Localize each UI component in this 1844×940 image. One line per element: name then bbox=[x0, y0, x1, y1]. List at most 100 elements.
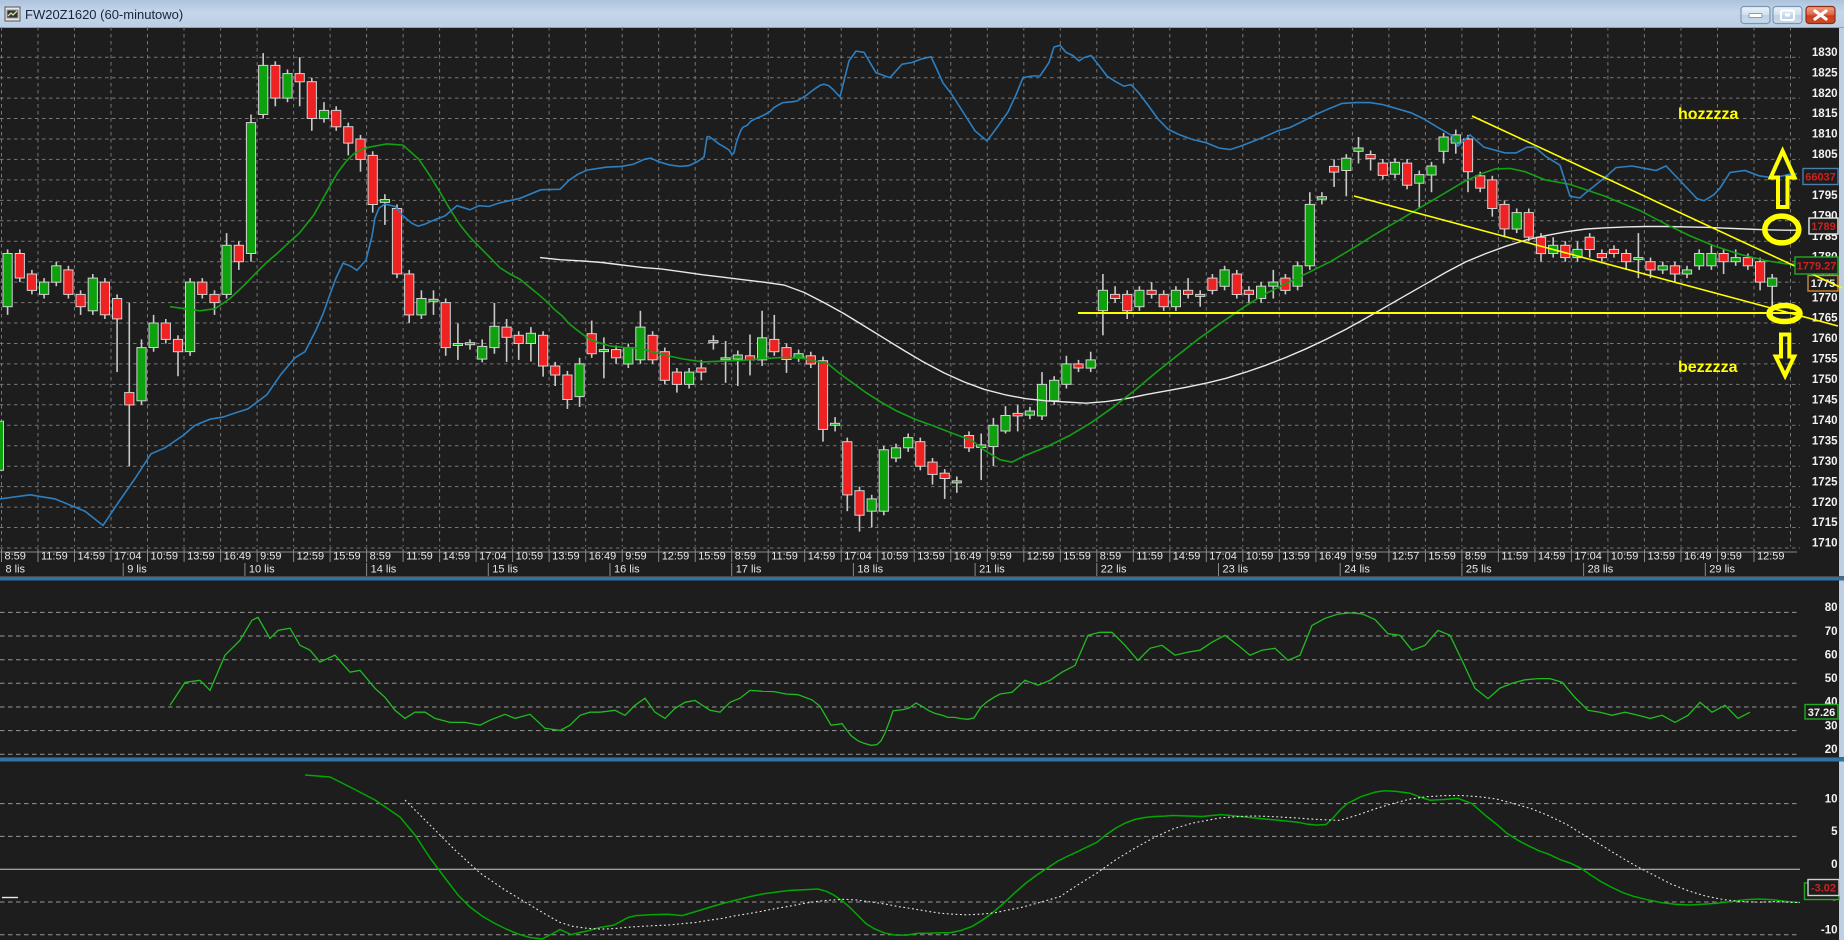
svg-text:18 lis: 18 lis bbox=[857, 564, 883, 576]
svg-text:11:59: 11:59 bbox=[1136, 551, 1163, 563]
svg-text:11:59: 11:59 bbox=[771, 551, 798, 563]
svg-text:1755: 1755 bbox=[1812, 354, 1838, 366]
svg-text:1735: 1735 bbox=[1812, 435, 1838, 447]
svg-text:8:59: 8:59 bbox=[1100, 551, 1121, 563]
svg-text:1795: 1795 bbox=[1812, 190, 1838, 202]
svg-text:28 lis: 28 lis bbox=[1588, 564, 1614, 576]
svg-text:66037: 66037 bbox=[1805, 172, 1836, 184]
svg-text:13:59: 13:59 bbox=[917, 551, 945, 563]
svg-text:1820: 1820 bbox=[1812, 88, 1838, 100]
svg-text:1740: 1740 bbox=[1812, 415, 1838, 427]
svg-text:29 lis: 29 lis bbox=[1709, 564, 1735, 576]
svg-text:12:59: 12:59 bbox=[1757, 551, 1785, 563]
svg-text:1779.27: 1779.27 bbox=[1797, 261, 1837, 273]
svg-text:22 lis: 22 lis bbox=[1101, 564, 1127, 576]
svg-text:10 lis: 10 lis bbox=[249, 564, 275, 576]
svg-text:16:49: 16:49 bbox=[1319, 551, 1347, 563]
svg-text:9:59: 9:59 bbox=[625, 551, 646, 563]
svg-text:12:59: 12:59 bbox=[297, 551, 325, 563]
svg-text:-3.02: -3.02 bbox=[1811, 883, 1836, 895]
svg-text:hozzzza: hozzzza bbox=[1678, 106, 1739, 123]
svg-text:FW20Z1620 (60-minutowo): FW20Z1620 (60-minutowo) bbox=[25, 7, 183, 22]
svg-text:60: 60 bbox=[1825, 649, 1838, 661]
svg-text:8:59: 8:59 bbox=[735, 551, 756, 563]
svg-text:11:59: 11:59 bbox=[406, 551, 433, 563]
svg-text:16 lis: 16 lis bbox=[614, 564, 640, 576]
svg-text:17:04: 17:04 bbox=[479, 551, 507, 563]
svg-text:13:59: 13:59 bbox=[187, 551, 215, 563]
svg-text:bezzzza: bezzzza bbox=[1678, 359, 1738, 376]
svg-text:25 lis: 25 lis bbox=[1466, 564, 1492, 576]
svg-text:8:59: 8:59 bbox=[370, 551, 391, 563]
svg-text:14:59: 14:59 bbox=[443, 551, 471, 563]
svg-text:9:59: 9:59 bbox=[260, 551, 281, 563]
svg-text:10:59: 10:59 bbox=[516, 551, 544, 563]
svg-text:5: 5 bbox=[1831, 826, 1838, 838]
svg-text:1710: 1710 bbox=[1812, 538, 1838, 550]
svg-text:10:59: 10:59 bbox=[1611, 551, 1639, 563]
svg-text:8:59: 8:59 bbox=[5, 551, 26, 563]
svg-text:17:04: 17:04 bbox=[1209, 551, 1237, 563]
svg-text:-10: -10 bbox=[1821, 925, 1838, 937]
svg-text:8 lis: 8 lis bbox=[6, 564, 26, 576]
svg-text:1815: 1815 bbox=[1812, 108, 1838, 120]
svg-text:17 lis: 17 lis bbox=[736, 564, 762, 576]
svg-text:12:59: 12:59 bbox=[1027, 551, 1055, 563]
svg-text:12:59: 12:59 bbox=[662, 551, 690, 563]
svg-text:37.26: 37.26 bbox=[1808, 707, 1836, 719]
svg-text:0: 0 bbox=[1831, 859, 1837, 871]
svg-text:30: 30 bbox=[1825, 720, 1838, 732]
svg-text:1810: 1810 bbox=[1812, 129, 1838, 141]
svg-text:15 lis: 15 lis bbox=[492, 564, 518, 576]
svg-text:16:49: 16:49 bbox=[1684, 551, 1712, 563]
svg-text:1715: 1715 bbox=[1812, 517, 1838, 529]
svg-text:10:59: 10:59 bbox=[1246, 551, 1274, 563]
svg-text:15:59: 15:59 bbox=[333, 551, 361, 563]
svg-text:14:59: 14:59 bbox=[78, 551, 106, 563]
svg-text:50: 50 bbox=[1825, 673, 1838, 685]
svg-text:9:59: 9:59 bbox=[990, 551, 1011, 563]
svg-text:1765: 1765 bbox=[1812, 313, 1838, 325]
svg-text:14 lis: 14 lis bbox=[371, 564, 397, 576]
svg-text:9:59: 9:59 bbox=[1355, 551, 1376, 563]
svg-text:9:59: 9:59 bbox=[1721, 551, 1742, 563]
svg-text:1770: 1770 bbox=[1812, 292, 1838, 304]
svg-text:16:49: 16:49 bbox=[954, 551, 982, 563]
svg-text:14:59: 14:59 bbox=[1538, 551, 1566, 563]
svg-text:1730: 1730 bbox=[1812, 456, 1838, 468]
svg-text:1825: 1825 bbox=[1812, 67, 1838, 79]
svg-text:17:04: 17:04 bbox=[844, 551, 872, 563]
svg-text:20: 20 bbox=[1825, 744, 1838, 756]
svg-text:15:59: 15:59 bbox=[698, 551, 726, 563]
svg-text:12:57: 12:57 bbox=[1392, 551, 1420, 563]
svg-text:1760: 1760 bbox=[1812, 333, 1838, 345]
svg-text:1830: 1830 bbox=[1812, 47, 1838, 59]
svg-text:15:59: 15:59 bbox=[1063, 551, 1091, 563]
svg-text:17:04: 17:04 bbox=[1574, 551, 1602, 563]
svg-text:8:59: 8:59 bbox=[1465, 551, 1486, 563]
svg-text:9 lis: 9 lis bbox=[127, 564, 147, 576]
svg-text:10:59: 10:59 bbox=[881, 551, 909, 563]
svg-text:15:59: 15:59 bbox=[1428, 551, 1456, 563]
svg-text:14:59: 14:59 bbox=[808, 551, 836, 563]
svg-text:11:59: 11:59 bbox=[41, 551, 68, 563]
svg-text:80: 80 bbox=[1825, 602, 1838, 614]
svg-text:1750: 1750 bbox=[1812, 374, 1838, 386]
svg-text:16:49: 16:49 bbox=[589, 551, 617, 563]
svg-text:10:59: 10:59 bbox=[151, 551, 179, 563]
svg-text:13:59: 13:59 bbox=[1282, 551, 1310, 563]
svg-text:1745: 1745 bbox=[1812, 395, 1838, 407]
svg-text:11:59: 11:59 bbox=[1501, 551, 1528, 563]
svg-text:14:59: 14:59 bbox=[1173, 551, 1201, 563]
svg-text:10: 10 bbox=[1825, 793, 1838, 805]
svg-text:1805: 1805 bbox=[1812, 149, 1838, 161]
svg-text:13:59: 13:59 bbox=[552, 551, 580, 563]
svg-text:16:49: 16:49 bbox=[224, 551, 252, 563]
svg-text:23 lis: 23 lis bbox=[1223, 564, 1249, 576]
svg-text:70: 70 bbox=[1825, 626, 1838, 638]
svg-text:13:59: 13:59 bbox=[1648, 551, 1676, 563]
svg-text:1725: 1725 bbox=[1812, 476, 1838, 488]
svg-text:17:04: 17:04 bbox=[114, 551, 142, 563]
svg-text:21 lis: 21 lis bbox=[979, 564, 1005, 576]
svg-text:1720: 1720 bbox=[1812, 497, 1838, 509]
